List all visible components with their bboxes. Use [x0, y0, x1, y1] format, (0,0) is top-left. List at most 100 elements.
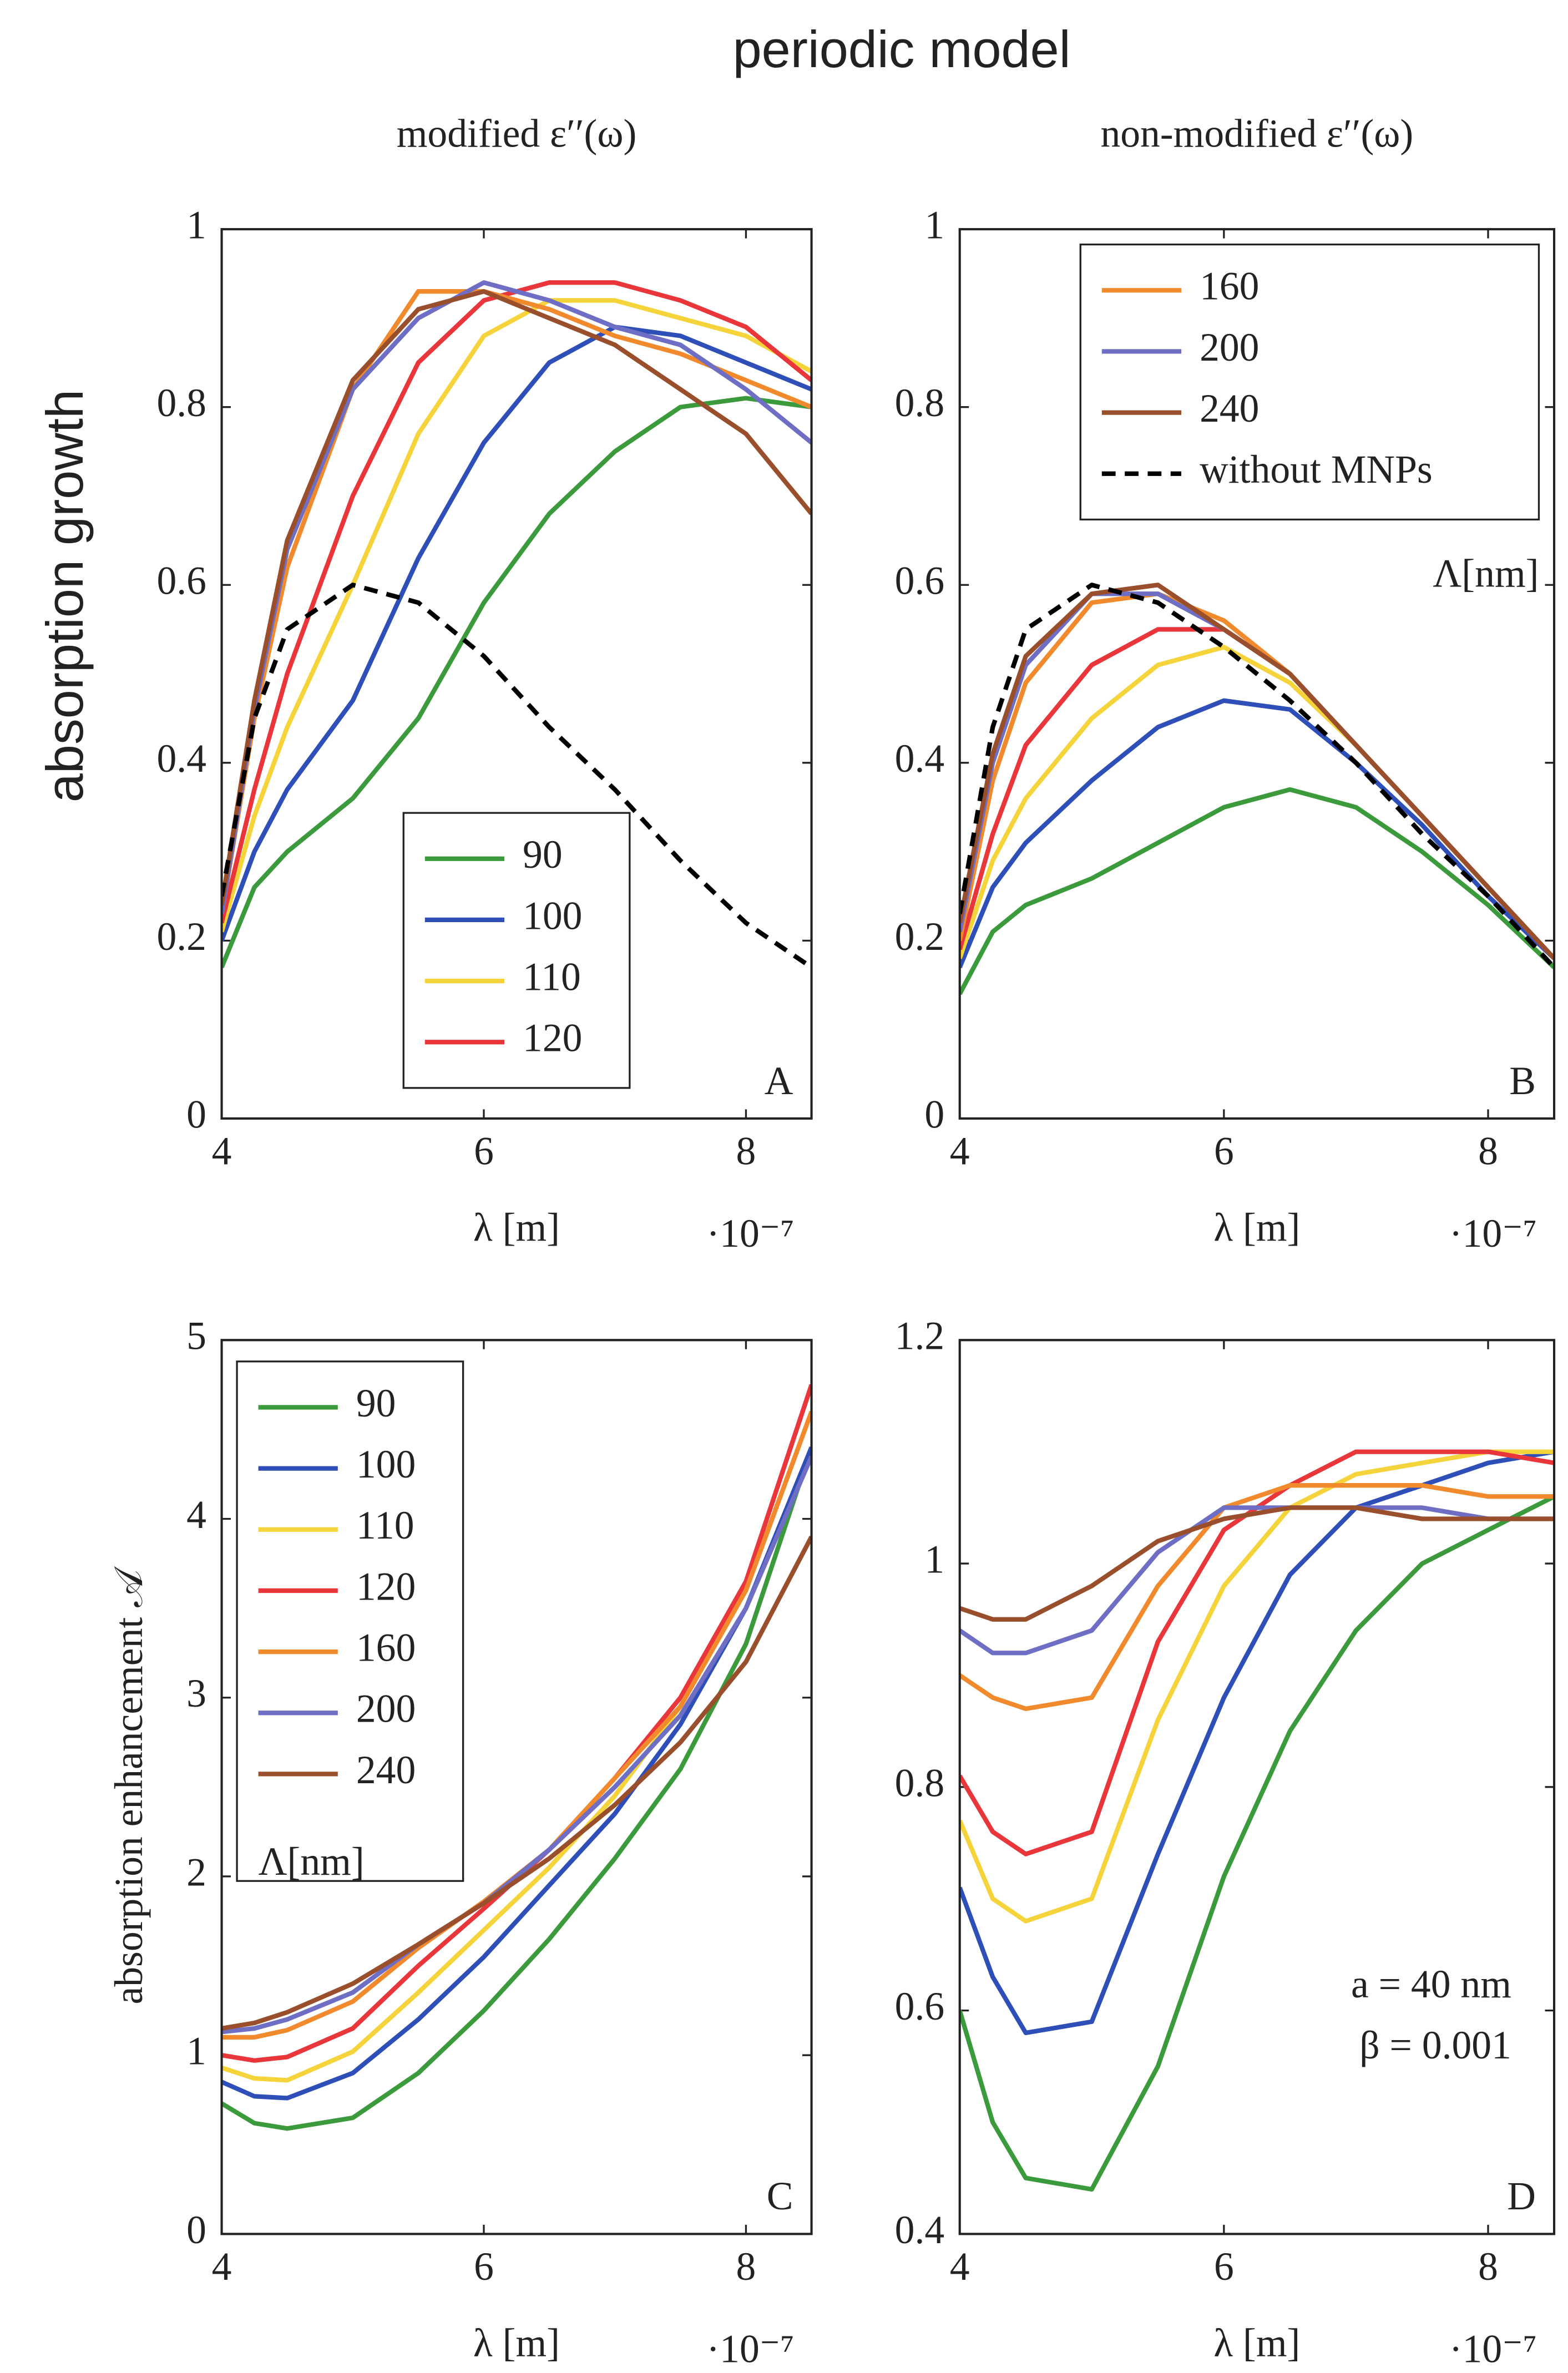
y-tick-label: 1: [924, 204, 944, 247]
x-multiplier: ·10⁻⁷: [1449, 1212, 1537, 1256]
plot-frame: [220, 1339, 813, 2235]
x-multiplier: ·10⁻⁷: [706, 2328, 794, 2371]
x-tick-label: 6: [1214, 1129, 1234, 1173]
legend-label: 110: [356, 1504, 414, 1547]
y-tick-label: 0.4: [895, 737, 945, 781]
x-axis-label: λ [m]: [473, 2321, 560, 2365]
y-tick-label: 0.4: [895, 2208, 945, 2252]
y-tick-label: 2: [186, 1850, 206, 1894]
x-tick-label: 6: [1214, 2245, 1234, 2289]
series-line: [959, 1494, 1555, 2192]
x-tick-label: 6: [474, 1129, 494, 1173]
series-line: [959, 645, 1555, 960]
legend-label: 100: [523, 894, 582, 938]
subtitle: non-modified ε′′(ω): [1100, 112, 1413, 155]
y-tick-label: 0.6: [895, 1985, 945, 2028]
series-line: [221, 298, 812, 933]
series-line: [959, 1449, 1555, 1856]
y-tick-label: 5: [186, 1314, 206, 1358]
legend-title: Λ[nm]: [259, 1840, 365, 1884]
plot-area: [959, 1449, 1555, 2192]
y-tick-label: 0.6: [156, 559, 206, 603]
series-line: [221, 1446, 812, 2131]
annotation: a = 40 nm: [1351, 1962, 1511, 2006]
x-tick-label: 4: [950, 2245, 970, 2289]
panel-label: D: [1507, 2174, 1536, 2218]
x-tick-label: 8: [736, 1129, 756, 1173]
legend-label: 160: [1200, 265, 1259, 308]
y-tick-label: 0.4: [156, 737, 206, 781]
figure-title: periodic model: [733, 20, 1071, 78]
x-tick-label: 8: [1478, 1129, 1498, 1173]
legend-label: 240: [356, 1748, 416, 1792]
series-line: [221, 1446, 812, 2101]
plot-frame: [220, 228, 813, 1120]
x-axis-label: λ [m]: [473, 1206, 560, 1249]
series-line: [221, 325, 812, 942]
legend-label: 120: [356, 1565, 416, 1608]
x-tick-label: 4: [212, 2245, 232, 2289]
legend-label: 200: [356, 1687, 416, 1731]
x-tick-label: 4: [212, 1129, 232, 1173]
panel-label: B: [1509, 1059, 1536, 1103]
plot-frame: [958, 228, 1556, 1120]
series-line: [959, 627, 1555, 960]
series-line: [959, 583, 1555, 969]
legend-label: 200: [1200, 326, 1259, 370]
legend-label: 100: [356, 1443, 416, 1486]
series-line: [959, 787, 1555, 995]
series-line: [221, 289, 812, 905]
annotation: β = 0.001: [1359, 2023, 1511, 2067]
x-tick-label: 4: [950, 1129, 970, 1173]
x-axis-label: λ [m]: [1213, 1206, 1300, 1249]
series-line: [959, 1505, 1555, 1622]
legend-label: 90: [523, 833, 563, 877]
y-tick-label: 0: [924, 1092, 944, 1136]
x-multiplier: ·10⁻⁷: [1449, 2328, 1537, 2371]
series-line: [221, 583, 812, 969]
plot-area: [221, 1384, 812, 2131]
subtitle: modified ε′′(ω): [397, 112, 637, 155]
legend-title: Λ[nm]: [1433, 551, 1539, 595]
series-line: [221, 1535, 812, 2031]
legend-label: 240: [1200, 387, 1259, 431]
legend-label: 90: [356, 1382, 396, 1425]
x-tick-label: 8: [1478, 2245, 1498, 2289]
y-tick-label: 0.8: [895, 381, 945, 425]
series-line: [959, 583, 1555, 960]
series-line: [959, 698, 1555, 969]
y-tick-label: 3: [186, 1672, 206, 1716]
legend-label: without MNPs: [1200, 448, 1433, 492]
panel-label: A: [765, 1059, 793, 1103]
series-line: [959, 1449, 1555, 1924]
legend-box: [402, 812, 631, 1089]
y-tick-label: 4: [186, 1493, 206, 1537]
x-multiplier: ·10⁻⁷: [706, 1212, 794, 1256]
y-tick-label: 0: [186, 1092, 206, 1136]
plot-frame: [958, 1339, 1556, 2235]
plot-area: [959, 583, 1555, 995]
panel-label: C: [767, 2174, 793, 2218]
legend-box: [236, 1360, 464, 1882]
x-tick-label: 6: [474, 2245, 494, 2289]
series-line: [221, 280, 812, 924]
y-tick-label: 1: [924, 1537, 944, 1581]
y-tick-label: 0.8: [156, 381, 206, 425]
y-axis-label: absorption enhancement 𝒜: [107, 1566, 151, 2005]
y-tick-label: 0.2: [156, 915, 206, 959]
y-tick-label: 1: [186, 204, 206, 247]
series-line: [959, 591, 1555, 960]
series-line: [959, 1449, 1555, 2036]
legend-label: 160: [356, 1626, 416, 1670]
plot-area: [221, 280, 812, 969]
y-tick-label: 0.8: [895, 1761, 945, 1805]
y-axis-label: absorption growth: [36, 389, 94, 802]
y-tick-label: 0: [186, 2208, 206, 2252]
x-axis-label: λ [m]: [1213, 2321, 1300, 2365]
legend-label: 110: [523, 955, 581, 999]
series-line: [959, 1505, 1555, 1656]
legend-label: 120: [523, 1016, 582, 1060]
y-tick-label: 1: [186, 2030, 206, 2073]
